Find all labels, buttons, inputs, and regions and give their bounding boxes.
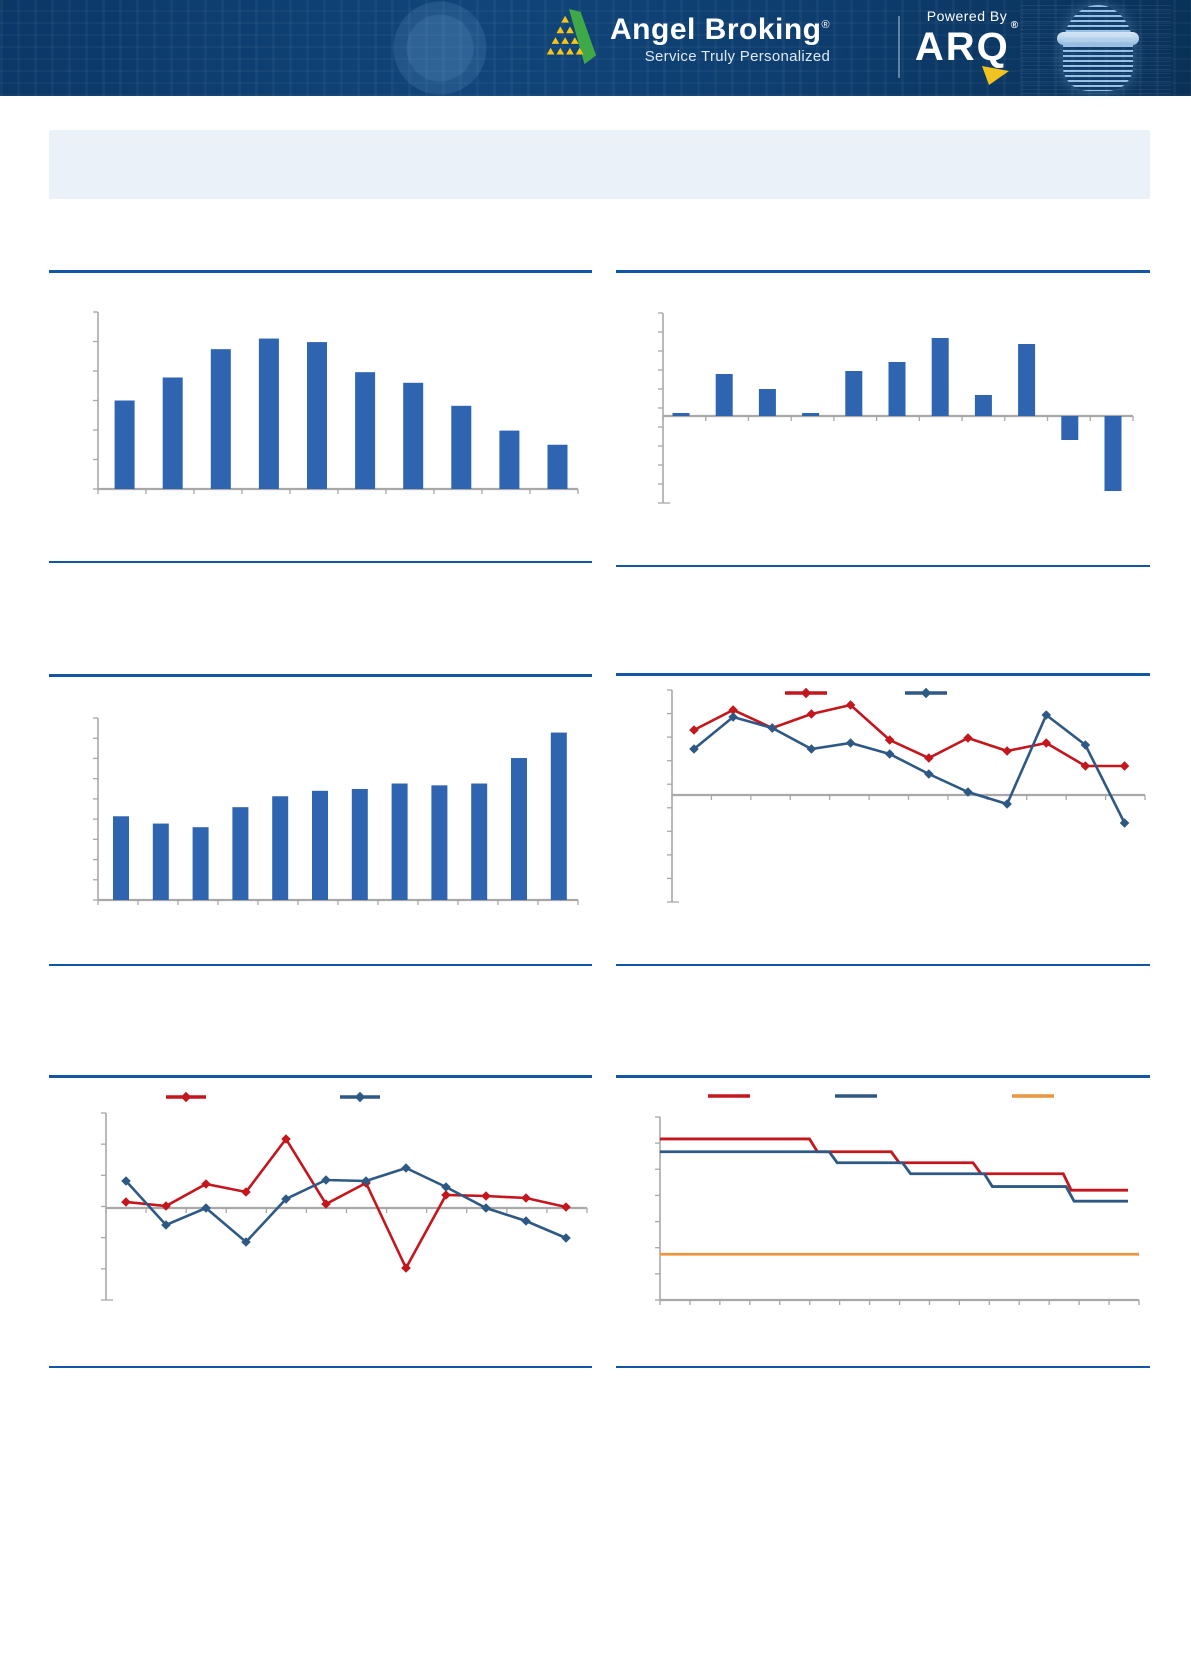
section-divider-bottom — [616, 1366, 1150, 1368]
title-placeholder-box — [49, 130, 1150, 199]
section-divider-top — [49, 674, 592, 677]
section-divider-top — [616, 1075, 1150, 1078]
robot-head-graphic — [1021, 2, 1171, 94]
line-chart-bottom-left — [101, 1091, 588, 1301]
section-divider-bottom — [49, 1366, 592, 1368]
brand-name: Angel Broking® — [610, 13, 831, 46]
section-divider-bottom — [616, 565, 1150, 567]
bar-chart-middle-left — [93, 717, 579, 905]
angel-broking-logo: Angel Broking® Service Truly Personalize… — [540, 8, 830, 70]
section-divider-bottom — [616, 964, 1150, 966]
robot-head-icon — [1063, 5, 1133, 91]
powered-by-label: Powered By — [926, 8, 1008, 24]
bar-chart-top-left — [93, 311, 579, 494]
section-divider-top — [616, 270, 1150, 273]
arq-triangle-icon — [982, 66, 1009, 85]
section-divider-top — [49, 270, 592, 273]
report-header: Angel Broking® Service Truly Personalize… — [0, 0, 1191, 96]
arq-registered-mark: ® — [1010, 19, 1021, 31]
robot-visor-icon — [1057, 32, 1139, 45]
brand-text-block: Angel Broking® Service Truly Personalize… — [610, 13, 830, 65]
bar-chart-top-right — [658, 312, 1134, 504]
section-divider-bottom — [49, 964, 592, 966]
step-chart-bottom-right — [655, 1094, 1140, 1305]
line-chart-middle-right — [667, 687, 1146, 903]
arq-logo: Powered By ARQ® — [908, 8, 1026, 85]
brand-tagline: Service Truly Personalized — [644, 48, 831, 65]
angel-broking-logo-icon — [546, 9, 597, 65]
arq-wordmark: ARQ® — [908, 20, 1026, 85]
section-divider-top — [49, 1075, 592, 1078]
section-divider-bottom — [49, 561, 592, 563]
section-divider-top — [616, 673, 1150, 676]
registered-mark: ® — [821, 19, 831, 31]
header-divider — [898, 16, 900, 78]
